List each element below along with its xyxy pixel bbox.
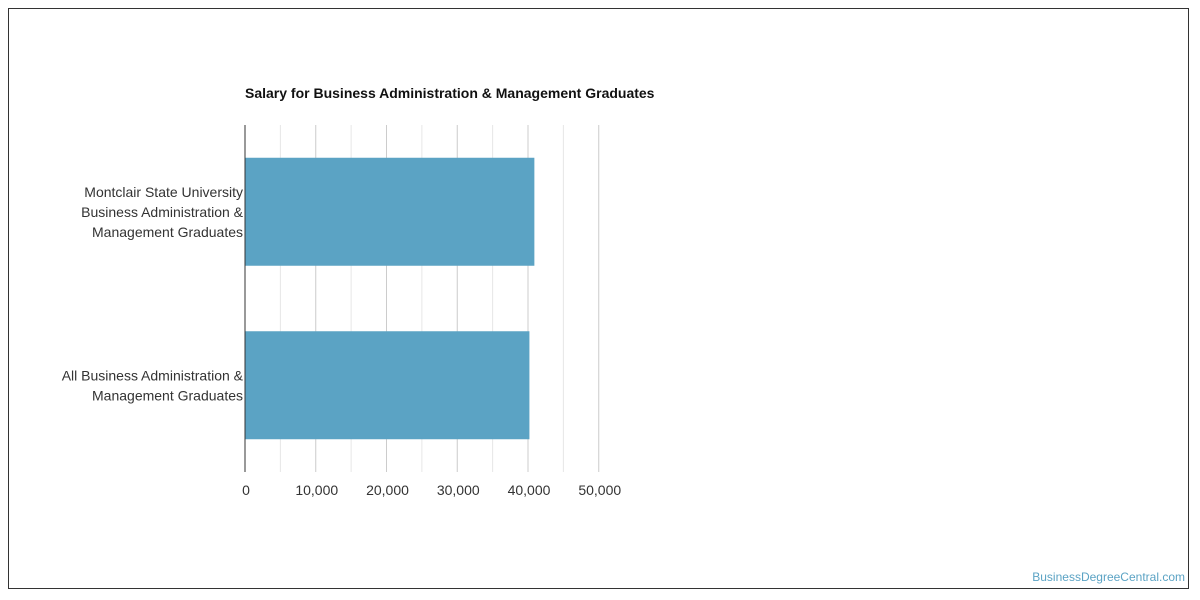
x-tick-label: 40,000 — [508, 482, 551, 498]
x-tick-label: 50,000 — [578, 482, 621, 498]
chart-title: Salary for Business Administration & Man… — [245, 85, 655, 101]
x-tick-labels: 0 10,000 20,000 30,000 40,000 50,000 — [242, 482, 621, 498]
category-label: All Business Administration & Management … — [62, 367, 244, 403]
x-tick-label: 0 — [242, 482, 250, 498]
x-tick-label: 20,000 — [366, 482, 409, 498]
x-tick-label: 30,000 — [437, 482, 480, 498]
x-tick-label: 10,000 — [295, 482, 338, 498]
watermark[interactable]: BusinessDegreeCentral.com — [1032, 570, 1185, 584]
bar[interactable] — [245, 157, 535, 266]
category-label: Montclair State University Business Admin… — [81, 184, 244, 240]
bar[interactable] — [245, 331, 530, 440]
category-labels: Montclair State University Business Admin… — [62, 184, 244, 404]
bars — [245, 157, 535, 440]
